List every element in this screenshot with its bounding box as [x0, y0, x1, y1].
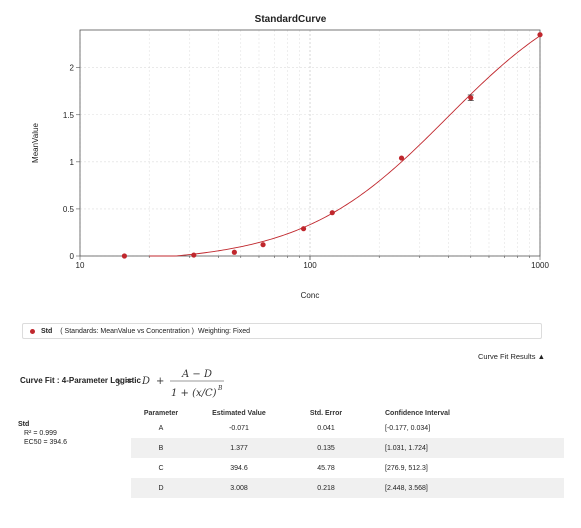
x-tick-label: 10 — [76, 261, 85, 270]
tick-layer: 0 0.5 1 1.5 2 10 100 1000 — [63, 64, 550, 270]
point-layer — [121, 32, 543, 259]
header-std-error: Std. Error — [309, 409, 343, 417]
eq-d: D — [141, 376, 150, 387]
x-axis-title: Conc — [301, 291, 320, 300]
y-tick-label: 1.5 — [63, 111, 75, 120]
param-cell: D — [131, 478, 191, 498]
se-cell: 0.218 — [287, 478, 365, 498]
ec50: EC50 = 394.6 — [24, 439, 68, 446]
eq-exponent: B — [217, 385, 223, 392]
y-tick-label: 1 — [70, 158, 75, 167]
param-cell: A — [158, 424, 164, 432]
fit-equation: y = D + A − D 1 + (x/C) B — [116, 369, 224, 399]
table-row: C 394.6 45.78 [276.9, 512.3] — [18, 458, 564, 478]
value-cell: -0.071 — [229, 424, 249, 432]
data-point — [191, 252, 197, 258]
se-cell: 0.041 — [317, 424, 335, 432]
table-row: D 3.008 0.218 [2.448, 3.568] — [18, 478, 564, 498]
eq-numerator: A − D — [181, 369, 212, 380]
legend-weighting: Weighting: Fixed — [198, 327, 251, 335]
ci-cell: [1.031, 1.724] — [365, 438, 564, 458]
y-axis-title: MeanValue — [31, 123, 40, 163]
data-point — [231, 249, 237, 255]
eq-plus: + — [156, 376, 164, 387]
param-cell: B — [131, 438, 191, 458]
se-cell: 45.78 — [317, 464, 335, 472]
fit-results-table: Parameter Estimated Value Std. Error Con… — [18, 408, 564, 498]
data-point — [398, 155, 405, 161]
data-point — [121, 253, 128, 259]
standard-curve-chart: 0 0.5 1 1.5 2 10 100 1000 Conc MeanValue — [31, 29, 550, 300]
y-tick-label: 2 — [70, 64, 75, 73]
legend-box: Std ( Standards: MeanValue vs Concentrat… — [22, 323, 542, 339]
value-cell: 394.6 — [230, 464, 248, 472]
std-summary-cell: Std R² = 0.999 EC50 = 394.6 — [18, 418, 131, 498]
std-name: Std — [18, 421, 30, 428]
y-tick-label: 0.5 — [63, 205, 75, 214]
header-parameter: Parameter — [143, 409, 179, 417]
legend-description: ( Standards: MeanValue vs Concentration … — [60, 327, 194, 335]
param-cell: C — [158, 464, 164, 472]
ci-cell: [276.9, 512.3] — [385, 464, 428, 472]
se-cell: 0.135 — [287, 438, 365, 458]
eq-y: y = — [116, 376, 133, 387]
legend-marker — [30, 328, 35, 334]
value-cell: 3.008 — [191, 478, 287, 498]
grid-layer — [79, 30, 541, 257]
data-point — [300, 226, 307, 232]
value-cell: 1.377 — [191, 438, 287, 458]
header-estimated-value: Estimated Value — [212, 409, 266, 417]
data-point — [468, 95, 474, 101]
data-point — [329, 210, 335, 216]
chart-title: StandardCurve — [254, 14, 327, 25]
curve-fit-results-toggle[interactable]: Curve Fit Results ▲ — [477, 352, 545, 361]
table-row: B 1.377 0.135 [1.031, 1.724] — [18, 438, 564, 458]
ci-cell: [-0.177, 0.034] — [385, 424, 431, 432]
x-tick-label: 1000 — [531, 261, 549, 270]
y-tick-label: 0 — [70, 252, 75, 261]
fit-curve-line — [149, 35, 541, 257]
data-point — [260, 242, 266, 248]
eq-denominator: 1 + (x/C) — [171, 388, 217, 399]
data-point — [537, 32, 543, 38]
table-row: Std R² = 0.999 EC50 = 394.6 A -0.071 0.0… — [18, 418, 564, 446]
r-squared: R² = 0.999 — [24, 430, 57, 437]
legend-series-label: Std — [41, 327, 53, 335]
header-confidence-interval: Confidence Interval — [385, 409, 450, 417]
x-tick-label: 100 — [303, 261, 317, 270]
curve-fit-title: Curve Fit : 4-Parameter Logistic — [20, 376, 141, 385]
ci-cell: [2.448, 3.568] — [365, 478, 564, 498]
